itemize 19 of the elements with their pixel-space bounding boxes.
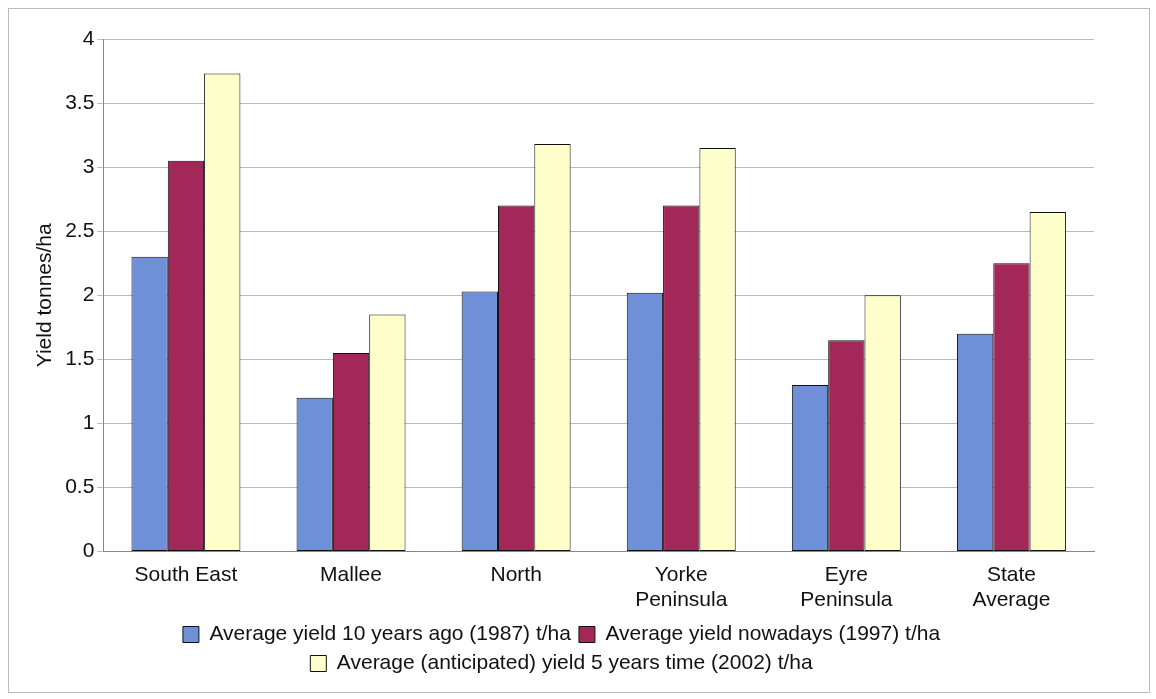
y-tick-label: 2: [82, 282, 95, 306]
y-tick-label: 3: [82, 153, 95, 177]
y-tick-label: 1: [82, 410, 95, 434]
x-tick-label: State Average: [972, 562, 1051, 611]
x-tick-label: Yorke Peninsula: [635, 562, 728, 611]
y-tick-label: 3.5: [65, 89, 95, 113]
y-axis-title: Yield tonnes/ha: [32, 222, 56, 368]
y-tick-label: 0: [82, 538, 95, 562]
y-tick-label: 2.5: [65, 218, 95, 242]
x-tick-label: Mallee: [320, 562, 382, 585]
x-tick-label: South East: [134, 562, 238, 585]
y-tick-label: 4: [82, 25, 95, 49]
x-tick-label: North: [490, 562, 542, 585]
legend-label: Average (anticipated) yield 5 years time (2002) t/ha: [336, 650, 813, 674]
x-tick-label: Eyre Peninsula: [800, 562, 893, 611]
y-tick-label: 1.5: [65, 346, 95, 370]
legend-label: Average yield 10 years ago (1987) t/ha: [209, 621, 572, 645]
legend-label: Average yield nowadays (1997) t/ha: [605, 621, 941, 645]
y-tick-label: 0.5: [65, 474, 95, 498]
